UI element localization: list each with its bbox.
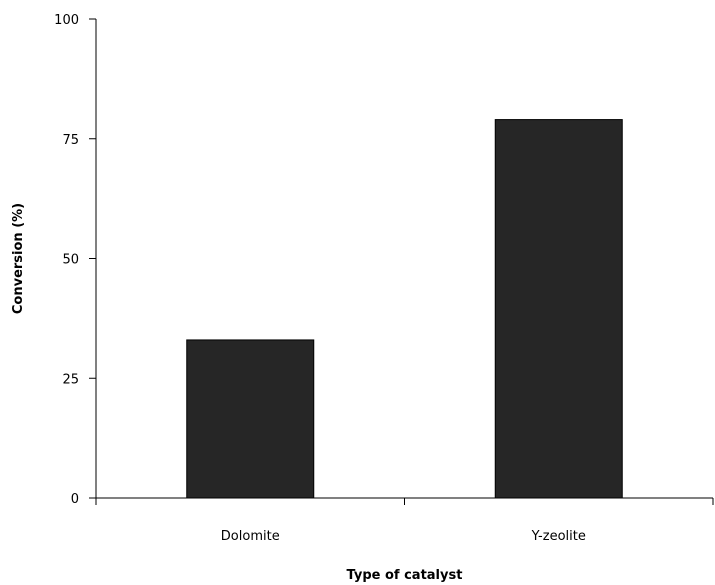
x-tick-label: Dolomite <box>221 529 280 544</box>
x-axis-title: Type of catalyst <box>347 568 463 583</box>
y-tick-label: 50 <box>62 253 79 268</box>
y-tick-label: 25 <box>62 372 79 387</box>
y-tick-label: 0 <box>71 492 79 507</box>
x-tick-label: Y-zeolite <box>531 529 586 544</box>
x-axis-ticks: Dolomite Y-zeolite <box>95 498 714 544</box>
y-tick-label: 75 <box>62 133 79 148</box>
bar-y-zeolite <box>494 119 623 499</box>
y-axis-ticks: 0 25 50 75 100 <box>54 13 96 507</box>
y-tick-label: 100 <box>54 13 79 28</box>
bars-group <box>186 119 623 499</box>
y-axis-title: Conversion (%) <box>11 203 26 314</box>
bar-dolomite <box>186 339 315 499</box>
